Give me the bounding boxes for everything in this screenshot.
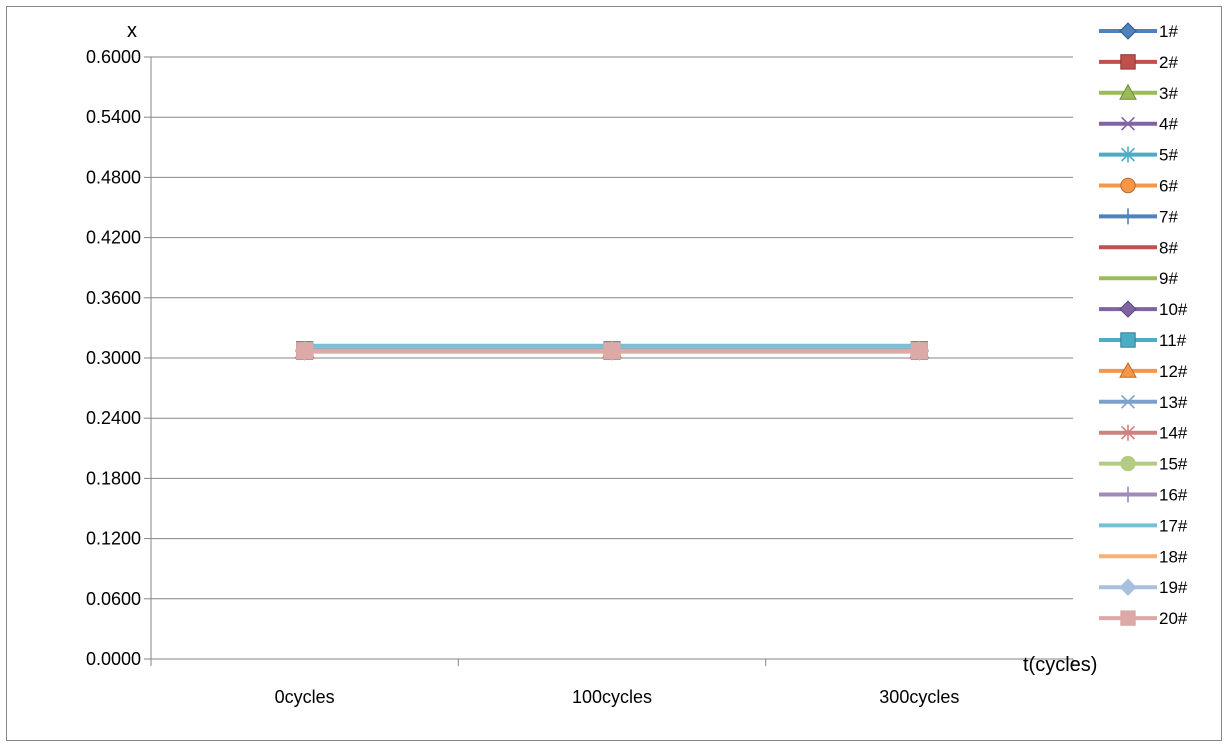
data-point: [603, 342, 621, 360]
data-point: [296, 342, 314, 360]
legend-entry: 5#: [1099, 146, 1178, 165]
legend-entry: 10#: [1099, 300, 1188, 319]
y-tick-label: 0.6000: [86, 47, 141, 67]
chart-area: 0.0000 0.0600 0.1200 0.1800 0.2400 0.3000 0.36…: [6, 6, 1222, 741]
data-point: [910, 342, 928, 360]
legend-marker: [1121, 146, 1135, 163]
legend-marker: [1121, 394, 1135, 409]
legend-entry: 3#: [1099, 83, 1178, 103]
legend-label: 7#: [1159, 207, 1178, 226]
y-tick-label: 0.4200: [86, 228, 141, 248]
legend-entry: 20#: [1099, 609, 1188, 628]
legend-marker: [1120, 332, 1136, 348]
legend-entry: 19#: [1099, 578, 1188, 597]
legend-label: 10#: [1159, 300, 1188, 319]
legend-marker: [1120, 486, 1136, 503]
legend-label: 11#: [1159, 331, 1187, 350]
legend-label: 3#: [1159, 84, 1178, 103]
y-tick-label: 0.2400: [86, 408, 141, 428]
legend-label: 9#: [1159, 269, 1178, 288]
y-tick-label: 0.1800: [86, 468, 141, 488]
x-tick-label: 300cycles: [879, 687, 959, 707]
legend-marker: [1119, 361, 1137, 378]
legend-label: 20#: [1159, 609, 1188, 628]
legend-label: 15#: [1159, 455, 1188, 474]
y-tick-label: 0.5400: [86, 107, 141, 127]
series-20: [296, 342, 928, 360]
legend-label: 8#: [1159, 238, 1178, 257]
legend-entry: 14#: [1099, 424, 1188, 443]
gridlines: [151, 56, 1073, 600]
legend-label: 16#: [1159, 486, 1188, 505]
legend-label: 5#: [1159, 146, 1178, 165]
legend-entry: 9#: [1099, 269, 1178, 288]
legend-entry: 16#: [1099, 486, 1188, 505]
legend-label: 18#: [1159, 547, 1188, 566]
legend-marker: [1119, 300, 1137, 318]
series-group: [294, 340, 930, 361]
y-tick-label: 0.1200: [86, 529, 141, 549]
legend-marker: [1120, 54, 1136, 70]
legend-entry: 4#: [1099, 115, 1178, 134]
legend-label: 2#: [1159, 53, 1178, 72]
legend-marker: [1120, 177, 1136, 194]
axes: 0.0000 0.0600 0.1200 0.1800 0.2400 0.3000 0.36…: [86, 47, 1074, 707]
legend-entry: 17#: [1099, 516, 1188, 535]
x-tick-label: 100cycles: [572, 687, 652, 707]
y-tick-label: 0.3600: [86, 288, 141, 308]
legend-entry: 2#: [1099, 53, 1178, 72]
legend-entry: 7#: [1099, 207, 1178, 226]
legend-marker: [1120, 455, 1136, 472]
legend-marker: [1119, 578, 1137, 596]
legend-entry: 12#: [1099, 361, 1188, 381]
x-axis-title: t(cycles): [1023, 654, 1097, 676]
y-tick-label: 0.3000: [86, 348, 141, 368]
x-tick-label: 0cycles: [275, 687, 335, 707]
legend-entry: 18#: [1099, 547, 1188, 566]
y-tick-label: 0.4800: [86, 167, 141, 187]
legend-label: 12#: [1159, 362, 1188, 381]
legend-label: 4#: [1159, 115, 1178, 134]
legend-entry: 13#: [1099, 393, 1188, 412]
legend-label: 13#: [1159, 393, 1188, 412]
legend-entry: 11#: [1099, 331, 1187, 350]
legend-label: 1#: [1159, 22, 1178, 41]
legend-label: 19#: [1159, 578, 1188, 597]
legend-label: 17#: [1159, 516, 1188, 535]
legend-label: 6#: [1159, 177, 1178, 196]
legend-entry: 1#: [1099, 22, 1178, 41]
legend-label: 14#: [1159, 424, 1188, 443]
y-axis-title: x: [127, 20, 137, 42]
legend-entry: 8#: [1099, 238, 1178, 257]
legend-entry: 15#: [1099, 455, 1188, 474]
y-tick-label: 0.0000: [86, 649, 141, 669]
legend-marker: [1120, 208, 1136, 225]
legend-marker: [1121, 424, 1135, 441]
legend-marker: [1120, 610, 1136, 626]
legend-marker: [1119, 83, 1137, 100]
line-chart: 0.0000 0.0600 0.1200 0.1800 0.2400 0.3000 0.36…: [86, 20, 1188, 707]
legend: 1# 2# 3# 4# 5# 6# 7# 8# 9# 10# 11# 12# 13# 14# 15# 16# 1…: [1099, 22, 1188, 628]
y-tick-label: 0.0600: [86, 589, 141, 609]
legend-marker: [1121, 116, 1135, 131]
legend-marker: [1119, 22, 1137, 40]
legend-entry: 6#: [1099, 177, 1178, 196]
